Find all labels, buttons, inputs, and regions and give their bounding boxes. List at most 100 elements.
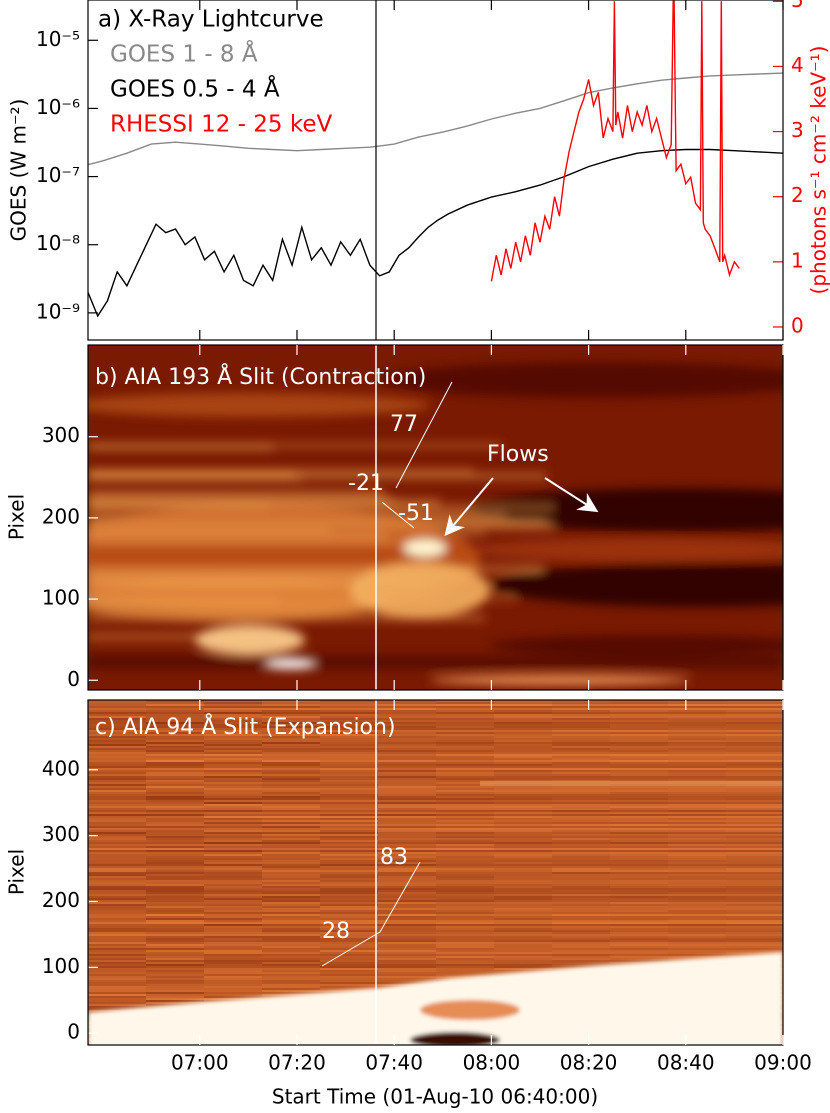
image-pixel-row <box>204 872 263 874</box>
image-pixel-row <box>668 840 727 842</box>
image-pixel-row <box>494 804 553 806</box>
image-pixel-row <box>204 800 263 802</box>
image-pixel-row <box>378 860 437 862</box>
image-pixel-row <box>204 944 263 946</box>
annotation: 83 <box>380 845 408 870</box>
image-pixel-row <box>146 708 205 710</box>
image-pixel-row <box>436 848 495 850</box>
image-pixel-row <box>320 894 379 896</box>
image-pixel-row <box>610 770 669 772</box>
image-pixel-row <box>88 734 147 736</box>
image-pixel-row <box>436 706 495 708</box>
image-pixel-row <box>668 814 727 816</box>
image-pixel-row <box>146 810 205 812</box>
image-pixel-row <box>262 914 321 916</box>
image-pixel-row <box>320 988 379 990</box>
image-pixel-row <box>668 856 727 858</box>
image-pixel-row <box>610 890 669 892</box>
image-pixel-row <box>552 896 611 898</box>
image-pixel-row <box>146 784 205 786</box>
image-pixel-row <box>204 964 263 966</box>
image-pixel-row <box>88 904 147 906</box>
image-pixel-row <box>320 962 379 964</box>
image-pixel-row <box>262 724 321 726</box>
image-texture <box>88 952 783 1045</box>
image-pixel-row <box>436 860 495 862</box>
image-pixel-row <box>436 888 495 890</box>
image-pixel-row <box>378 822 437 824</box>
image-pixel-row <box>668 772 727 774</box>
image-pixel-row <box>88 1002 147 1004</box>
image-pixel-row <box>436 844 495 846</box>
image-pixel-row <box>668 786 727 788</box>
image-pixel-row <box>146 834 205 836</box>
image-pixel-row <box>610 882 669 884</box>
x-tick-label: 08:40 <box>657 1051 715 1075</box>
image-pixel-row <box>378 780 437 782</box>
x-tick-label: 08:20 <box>560 1051 618 1075</box>
image-pixel-row <box>262 940 321 942</box>
image-pixel-row <box>726 882 783 884</box>
image-pixel-row <box>320 706 379 708</box>
image-pixel-row <box>262 962 321 964</box>
image-pixel-row <box>378 760 437 762</box>
image-pixel-row <box>668 954 727 956</box>
image-pixel-row <box>726 798 783 800</box>
image-pixel-row <box>88 894 147 896</box>
image-pixel-row <box>378 980 437 982</box>
image-pixel-row <box>204 874 263 876</box>
image-pixel-row <box>552 886 611 888</box>
image-pixel-row <box>378 746 437 748</box>
image-pixel-row <box>610 796 669 798</box>
image-pixel-row <box>726 866 783 868</box>
image-pixel-row <box>320 946 379 948</box>
image-pixel-row <box>436 750 495 752</box>
image-pixel-row <box>378 724 437 726</box>
image-pixel-row <box>378 758 437 760</box>
image-pixel-row <box>668 808 727 810</box>
image-pixel-row <box>262 878 321 880</box>
image-pixel-row <box>88 988 147 990</box>
image-pixel-row <box>204 742 263 744</box>
image-pixel-row <box>494 732 553 734</box>
image-pixel-row <box>668 744 727 746</box>
image-pixel-row <box>552 954 611 956</box>
image-pixel-row <box>436 790 495 792</box>
image-pixel-row <box>552 852 611 854</box>
image-pixel-row <box>88 814 147 816</box>
image-pixel-row <box>262 722 321 724</box>
image-pixel-row <box>320 860 379 862</box>
image-pixel-row <box>88 878 147 880</box>
image-pixel-row <box>204 904 263 906</box>
image-pixel-row <box>668 896 727 898</box>
image-pixel-row <box>146 956 205 958</box>
image-pixel-row <box>378 804 437 806</box>
image-pixel-row <box>668 892 727 894</box>
image-pixel-row <box>88 708 147 710</box>
image-pixel-row <box>552 882 611 884</box>
image-pixel-row <box>494 900 553 902</box>
image-pixel-row <box>436 840 495 842</box>
image-pixel-row <box>494 774 553 776</box>
image-pixel-row <box>262 752 321 754</box>
image-pixel-row <box>146 836 205 838</box>
image-pixel-row <box>88 748 147 750</box>
image-pixel-row <box>146 782 205 784</box>
image-pixel-row <box>146 938 205 940</box>
image-pixel-row <box>552 964 611 966</box>
image-pixel-row <box>262 954 321 956</box>
image-feature <box>403 539 447 557</box>
image-pixel-row <box>436 720 495 722</box>
image-pixel-row <box>436 736 495 738</box>
image-pixel-row <box>146 888 205 890</box>
image-pixel-row <box>320 876 379 878</box>
image-pixel-row <box>88 958 147 960</box>
image-pixel-row <box>320 844 379 846</box>
image-pixel-row <box>610 706 669 708</box>
image-pixel-row <box>436 828 495 830</box>
image-pixel-row <box>146 982 205 984</box>
image-pixel-row <box>320 836 379 838</box>
image-pixel-row <box>436 714 495 716</box>
image-pixel-row <box>88 840 147 842</box>
image-pixel-row <box>146 948 205 950</box>
